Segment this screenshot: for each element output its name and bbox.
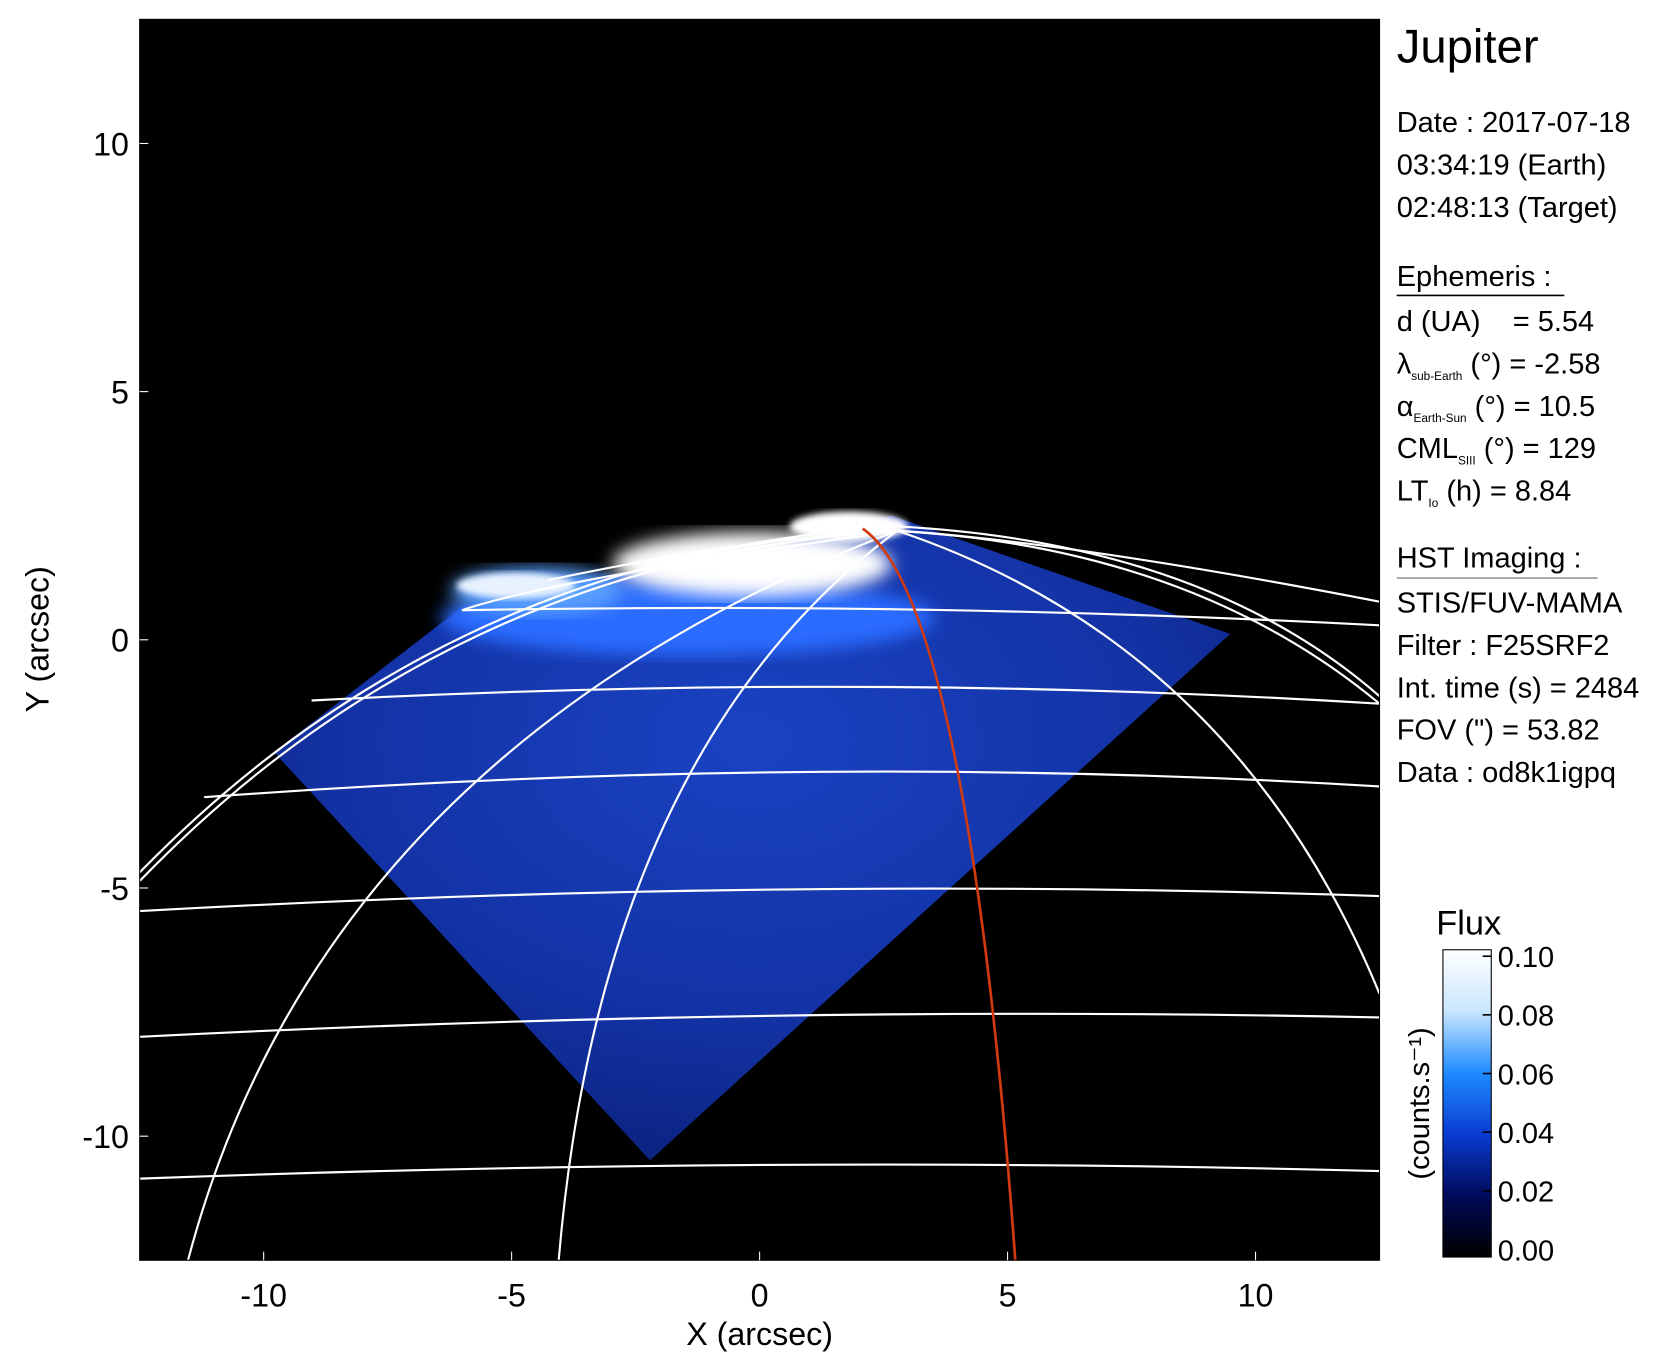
colorbar: Flux (counts.s⁻¹) 0.00 0.02 0.04 0.06 0.08 0.10 — [1404, 905, 1554, 1268]
planetographic-grid — [139, 525, 1380, 1261]
imaging-line: Filter : F25SRF2 — [1397, 630, 1610, 662]
latitude-line — [461, 606, 1380, 627]
colorbar-scale — [1442, 949, 1492, 1258]
imaging-line: STIS/FUV-MAMA — [1397, 587, 1623, 619]
latitude-line — [547, 529, 1380, 603]
ephemeris-line: d (UA) = 5.54 — [1397, 306, 1594, 338]
imaging-heading: HST Imaging : — [1397, 542, 1582, 574]
colorbar-tick-label: 0.10 — [1498, 942, 1554, 974]
colorbar-tick-label: 0.06 — [1498, 1059, 1554, 1091]
ephemeris-line: LTIo (h) = 8.84 — [1397, 476, 1572, 510]
x-tick-label: 5 — [999, 1277, 1017, 1313]
ephemeris-value: (°) = -2.58 — [1462, 348, 1600, 380]
aurora — [440, 511, 935, 656]
ephemeris-line: αEarth-Sun (°) = 10.5 — [1397, 391, 1595, 425]
image-area — [139, 19, 1380, 1261]
limb — [139, 529, 1380, 882]
y-tick-label: 5 — [111, 374, 129, 410]
io-footprint-meridian — [861, 527, 1017, 1261]
imaging-line: FOV (") = 53.82 — [1397, 715, 1600, 747]
aurora-core — [612, 531, 892, 597]
info-panel: Jupiter Date : 2017-07-18 03:34:19 (Earth)… — [1396, 20, 1640, 789]
ephemeris-symbol: λ — [1397, 348, 1412, 380]
x-tick-label: 0 — [751, 1277, 769, 1313]
latitude-line — [139, 1163, 1380, 1180]
x-tick-label: 10 — [1238, 1277, 1274, 1313]
latitude-line — [311, 685, 1380, 705]
disk-emission — [273, 515, 1231, 1161]
ephemeris-symbol: LT — [1397, 476, 1429, 508]
imaging-line: Int. time (s) = 2484 — [1397, 672, 1640, 704]
ephemeris-value: (h) = 8.84 — [1438, 476, 1571, 508]
latitude-line — [204, 770, 1380, 799]
colorbar-label: (counts.s⁻¹) — [1404, 1027, 1436, 1179]
meridian — [186, 529, 898, 1261]
panel-title: Jupiter — [1397, 20, 1539, 73]
ephemeris-subscript: Earth-Sun — [1413, 411, 1466, 425]
ephemeris-heading: Ephemeris : — [1397, 261, 1552, 293]
aurora-arc — [456, 572, 575, 599]
meridian — [896, 529, 1380, 995]
date-line: Date : 2017-07-18 — [1397, 107, 1631, 139]
y-tick-label: -10 — [82, 1119, 129, 1155]
date-line: 03:34:19 (Earth) — [1397, 150, 1607, 182]
imaging-line: Data : od8k1igpq — [1397, 757, 1616, 789]
y-tick-label: 10 — [93, 126, 129, 162]
ephemeris-subscript: sub-Earth — [1411, 369, 1462, 383]
colorbar-tick-label: 0.08 — [1498, 1001, 1554, 1033]
colorbar-tick-label: 0.00 — [1498, 1235, 1554, 1267]
ephemeris-symbol: CML — [1397, 433, 1458, 465]
ephemeris-value: (°) = 129 — [1476, 433, 1596, 465]
limb — [139, 525, 1380, 874]
ephemeris-symbol: d (UA) = 5.54 — [1397, 306, 1594, 338]
ephemeris-symbol: α — [1397, 391, 1414, 423]
x-tick-label: -5 — [497, 1277, 526, 1313]
ephemeris-line: CMLSIII (°) = 129 — [1397, 433, 1596, 467]
ephemeris-subscript: Io — [1428, 496, 1438, 510]
colorbar-title: Flux — [1436, 905, 1501, 943]
y-tick-label: -5 — [100, 871, 129, 907]
ephemeris-subscript: SIII — [1458, 454, 1476, 468]
latitude-line — [139, 887, 1380, 913]
ephemeris-value: (°) = 10.5 — [1467, 391, 1595, 423]
scaled-figure: X (arcsec) Y (arcsec) Jupiter Date : 2017… — [19, 18, 1640, 1352]
x-axis-label: X (arcsec) — [686, 1316, 833, 1352]
colorbar-tick-label: 0.04 — [1498, 1118, 1554, 1150]
colorbar-tick-label: 0.02 — [1498, 1177, 1554, 1209]
date-line: 02:48:13 (Target) — [1397, 192, 1618, 224]
latitude-line — [139, 1012, 1380, 1038]
meridian — [461, 529, 898, 612]
y-tick-label: 0 — [111, 623, 129, 659]
meridian — [557, 529, 898, 1261]
ephemeris-line: λsub-Earth (°) = -2.58 — [1397, 348, 1601, 382]
x-tick-label: -10 — [240, 1277, 287, 1313]
y-axis-label: Y (arcsec) — [19, 566, 55, 712]
